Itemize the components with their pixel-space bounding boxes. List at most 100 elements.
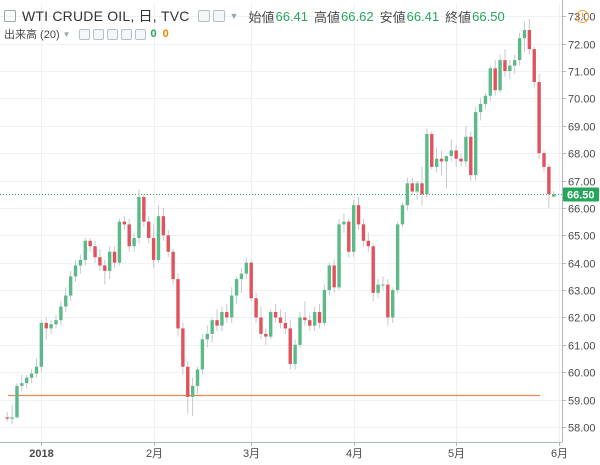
candle-body-up	[190, 385, 195, 397]
last-price-tag-label: 66.50	[567, 190, 595, 202]
candle-body-up	[552, 194, 556, 197]
close-icon[interactable]	[134, 28, 146, 40]
candle	[20, 374, 24, 392]
settings-icon[interactable]	[92, 28, 104, 40]
candle-body-up	[322, 290, 327, 323]
candle-body-down	[288, 328, 292, 364]
candle-body-down	[469, 136, 473, 176]
low-value: 66.41	[406, 8, 440, 24]
candle	[78, 254, 83, 274]
chevron-down-icon[interactable]: ▼	[229, 11, 239, 21]
candle	[107, 246, 112, 280]
candle	[293, 339, 297, 370]
candle	[132, 232, 136, 252]
candle	[537, 73, 541, 159]
candle	[161, 207, 166, 241]
candle-body-up	[444, 155, 449, 162]
candle	[59, 301, 63, 326]
candle	[464, 125, 468, 167]
warning-icon[interactable]: !	[576, 10, 589, 23]
candle-body-up	[39, 322, 44, 367]
candle	[430, 131, 434, 170]
price-tick-label: 59.00	[568, 396, 596, 408]
candle	[254, 292, 258, 323]
candle-body-down	[166, 235, 170, 252]
candle	[288, 320, 292, 370]
candle	[405, 177, 410, 211]
time-axis[interactable]: 2018 2月 3月 4月 5月 6月	[0, 442, 568, 460]
candle-body-up	[156, 216, 161, 260]
eye-icon[interactable]	[78, 28, 90, 40]
time-tick-label: 4月	[346, 448, 363, 460]
price-tick-label: 61.00	[568, 341, 596, 353]
candle	[356, 196, 361, 230]
settings-icon[interactable]	[197, 10, 210, 22]
candle	[93, 240, 97, 263]
candle	[469, 131, 473, 181]
candle-body-down	[103, 265, 107, 271]
candle	[244, 257, 249, 280]
candle-body-down	[181, 328, 185, 367]
candle	[122, 216, 127, 230]
candle	[473, 106, 478, 181]
candle	[10, 405, 14, 425]
candle-body-up	[195, 369, 200, 386]
candle	[166, 229, 170, 258]
price-axis[interactable]: 58.00 59.00 60.00 61.00 62.00 63.00 64.00 65.00…	[562, 0, 596, 442]
candle	[273, 303, 278, 323]
last-price-tag: 66.50	[563, 187, 599, 202]
price-tick-label: 60.00	[568, 368, 596, 380]
symbol-name[interactable]: WTI CRUDE OIL, 日, TVC	[22, 8, 190, 24]
candle	[73, 259, 78, 282]
candle	[220, 306, 224, 332]
candle	[391, 287, 395, 323]
candle	[298, 311, 302, 348]
chevron-down-icon[interactable]: ▼	[62, 29, 71, 39]
candles	[5, 19, 556, 425]
candle-body-down	[147, 221, 151, 239]
low-label: 安値	[379, 9, 406, 25]
candle-body-up	[498, 60, 502, 91]
grid	[0, 4, 562, 442]
candle-body-down	[215, 320, 219, 326]
candle	[395, 221, 400, 293]
volume-study-label[interactable]: 出来高 (20)	[4, 29, 60, 41]
candle	[508, 60, 512, 80]
candle-body-up	[10, 417, 14, 419]
candle	[332, 259, 336, 293]
hide-icon[interactable]	[212, 10, 225, 22]
candle	[215, 309, 219, 332]
high-label: 高値	[314, 9, 341, 25]
time-tick-label: 3月	[243, 448, 260, 460]
symbol-legend: WTI CRUDE OIL, 日, TVC ▼ 始値 66.41 高値 66.6…	[4, 6, 511, 26]
more-icon[interactable]	[120, 28, 132, 40]
candle	[361, 218, 366, 247]
candle-body-up	[229, 295, 234, 318]
candle-body-down	[410, 183, 414, 192]
candle-body-up	[517, 38, 522, 61]
candle	[98, 249, 102, 271]
candle-body-up	[64, 295, 68, 307]
candle-body-down	[347, 221, 351, 252]
candle-body-down	[439, 158, 444, 162]
candle-body-up	[15, 385, 19, 418]
open-label: 始値	[248, 9, 275, 25]
format-icon[interactable]	[106, 28, 118, 40]
candle-body-up	[381, 284, 385, 286]
candle-body-down	[127, 224, 131, 247]
candle-body-down	[98, 257, 102, 266]
candle-body-up	[68, 276, 73, 296]
candle-body-up	[117, 221, 122, 263]
candle-body-up	[395, 224, 400, 291]
candle-body-down	[332, 265, 336, 288]
candle-body-up	[464, 136, 468, 162]
candle	[156, 205, 161, 263]
candle	[337, 218, 341, 291]
last-price-tag-bg	[563, 187, 599, 202]
candle-body-down	[122, 221, 127, 225]
candle	[439, 150, 444, 176]
candle-body-down	[142, 196, 146, 222]
candle-body-up	[513, 60, 517, 66]
